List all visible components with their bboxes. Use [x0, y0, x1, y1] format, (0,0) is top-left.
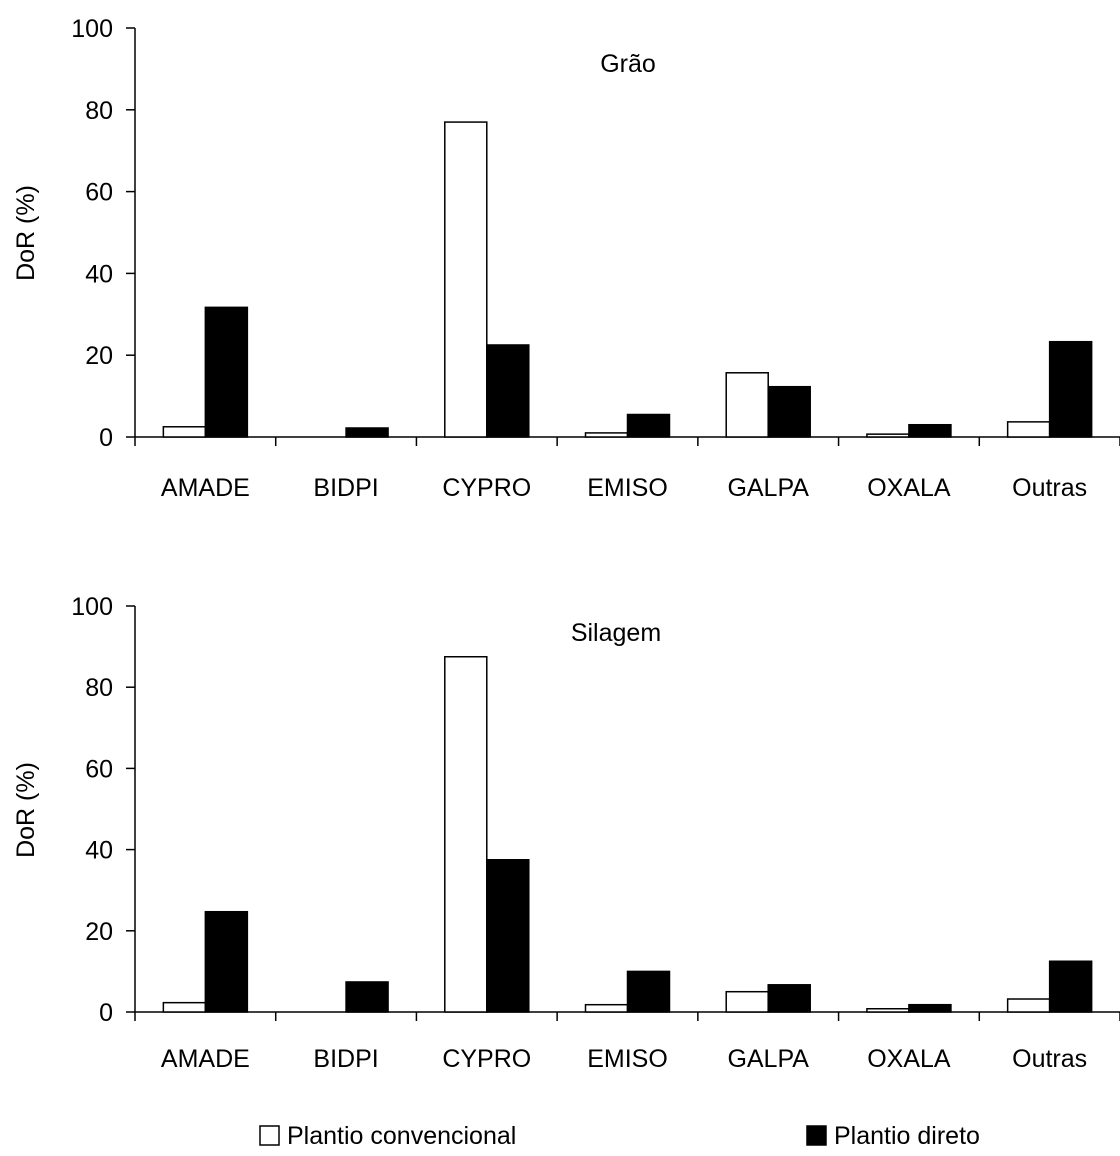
y-tick-label: 100	[71, 15, 113, 43]
bar-plantio-direto-oxala	[908, 423, 952, 438]
y-tick-label: 0	[99, 424, 113, 452]
x-tick-label-galpa: GALPA	[727, 474, 809, 502]
x-tick-label-cypro: CYPRO	[442, 474, 531, 502]
bar-plantio-convencional-amade	[162, 426, 207, 438]
legend-label-plantio-direto: Plantio direto	[834, 1122, 980, 1150]
y-tick-label: 80	[85, 97, 113, 125]
x-tick-label-bidpi: BIDPI	[313, 474, 378, 502]
x-tick-label-emiso: EMISO	[587, 1045, 668, 1073]
bar-plantio-direto-emiso	[626, 970, 671, 1013]
bar-plantio-direto-bidpi	[345, 427, 389, 438]
y-tick-label: 80	[85, 674, 113, 702]
y-tick-label: 100	[71, 593, 113, 621]
legend-swatch-plantio-direto	[806, 1125, 827, 1146]
x-tick-label-oxala: OXALA	[867, 1045, 951, 1073]
bar-plantio-direto-outras	[1048, 960, 1093, 1013]
bar-plantio-convencional-galpa	[725, 372, 769, 438]
bar-plantio-direto-cypro	[486, 344, 530, 438]
x-tick-label-emiso: EMISO	[587, 474, 668, 502]
x-tick-label-amade: AMADE	[161, 1045, 250, 1073]
y-tick-label: 20	[85, 918, 113, 946]
bar-plantio-convencional-emiso	[584, 432, 629, 438]
legend: Plantio convencional Plantio direto	[259, 1122, 980, 1150]
bar-plantio-convencional-cypro	[444, 656, 488, 1013]
chart-title: Silagem	[571, 619, 661, 647]
bar-plantio-direto-galpa	[767, 385, 811, 438]
x-tick-label-outras: Outras	[1012, 474, 1087, 502]
legend-label-plantio-convencional: Plantio convencional	[287, 1122, 516, 1150]
bar-plantio-convencional-amade	[162, 1001, 207, 1013]
bar-plantio-direto-bidpi	[345, 981, 389, 1013]
y-axis-label: DoR (%)	[12, 762, 40, 858]
bar-plantio-convencional-outras	[1006, 998, 1051, 1013]
chart-panel-silagem: 0 20 40 60 80 100 AMADE BIDPI CYPRO EMISO GALPA OXA…	[12, 593, 1120, 1073]
x-tick-label-amade: AMADE	[161, 474, 250, 502]
y-tick-label: 0	[99, 999, 113, 1027]
x-tick-label-outras: Outras	[1012, 1045, 1087, 1073]
x-tick-label-bidpi: BIDPI	[313, 1045, 378, 1073]
bar-plantio-direto-amade	[204, 306, 249, 438]
bar-plantio-direto-outras	[1048, 340, 1093, 438]
bar-plantio-convencional-outras	[1006, 421, 1051, 438]
bar-plantio-direto-emiso	[626, 413, 671, 438]
bar-plantio-convencional-oxala	[866, 433, 910, 438]
y-axis-label: DoR (%)	[12, 185, 40, 281]
bar-plantio-convencional-cypro	[444, 121, 488, 438]
y-tick-label: 20	[85, 342, 113, 370]
bar-plantio-direto-galpa	[767, 984, 811, 1013]
chart-panel-grao: 0 20 40 60 80 100 AMADE BIDPI CYPRO EMISO GALPA OXA…	[12, 15, 1120, 502]
bar-plantio-direto-cypro	[486, 859, 530, 1013]
y-tick-label: 60	[85, 755, 113, 783]
x-tick-label-cypro: CYPRO	[442, 1045, 531, 1073]
bar-plantio-convencional-galpa	[725, 990, 769, 1013]
y-tick-label: 40	[85, 260, 113, 288]
chart-title: Grão	[600, 50, 656, 78]
bar-plantio-direto-amade	[204, 910, 249, 1013]
bar-plantio-convencional-emiso	[584, 1003, 629, 1013]
y-tick-label: 60	[85, 179, 113, 207]
legend-swatch-plantio-convencional	[259, 1125, 280, 1146]
y-tick-label: 40	[85, 837, 113, 865]
x-tick-label-oxala: OXALA	[867, 474, 951, 502]
x-tick-label-galpa: GALPA	[727, 1045, 809, 1073]
bar-plantio-direto-oxala	[908, 1003, 952, 1013]
bar-plantio-convencional-oxala	[866, 1008, 910, 1013]
